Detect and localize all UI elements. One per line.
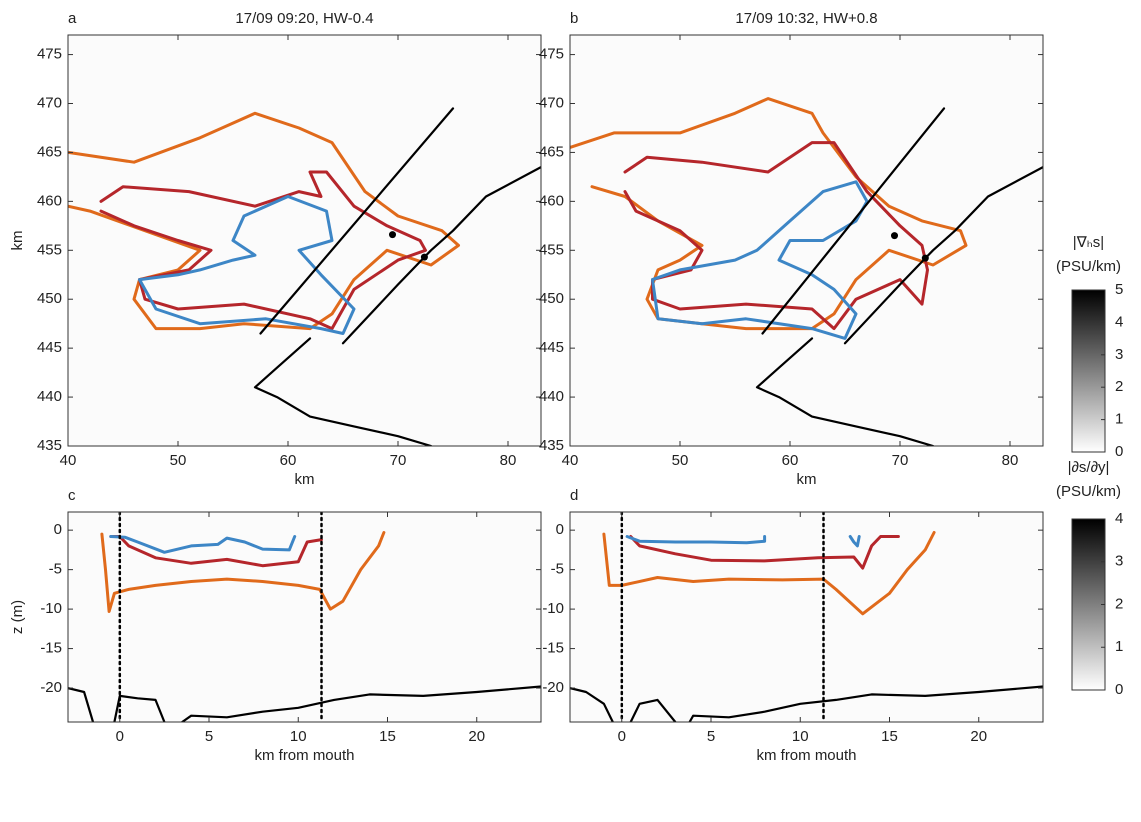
- colorbar-label: |∂s/∂y|: [1068, 459, 1110, 476]
- colorbar-label: (PSU/km): [1056, 258, 1121, 275]
- y-tick-label: 460: [37, 192, 62, 209]
- y-tick-label: 465: [539, 143, 564, 160]
- x-axis-label: km: [295, 471, 315, 488]
- x-tick-label: 15: [379, 728, 396, 745]
- y-tick-label: 445: [539, 339, 564, 356]
- y-tick-label: -5: [551, 561, 564, 578]
- y-tick-label: 450: [539, 290, 564, 307]
- colorbar-label: |∇ₕs|: [1073, 234, 1104, 251]
- x-tick-label: 40: [60, 452, 77, 469]
- x-tick-label: 15: [881, 728, 898, 745]
- x-tick-label: 20: [468, 728, 485, 745]
- y-tick-label: 455: [539, 241, 564, 258]
- x-tick-label: 5: [205, 728, 213, 745]
- marker: [891, 232, 898, 239]
- panel-title: 17/09 09:20, HW-0.4: [235, 10, 373, 27]
- x-tick-label: 10: [290, 728, 307, 745]
- marker: [421, 254, 428, 261]
- colorbar-tick-label: 0: [1115, 443, 1123, 460]
- x-tick-label: 80: [500, 452, 517, 469]
- x-axis-label: km: [797, 471, 817, 488]
- y-tick-label: 455: [37, 241, 62, 258]
- x-tick-label: 80: [1002, 452, 1019, 469]
- x-axis-label: km from mouth: [756, 747, 856, 764]
- colorbar-tick-label: 0: [1115, 681, 1123, 698]
- x-tick-label: 0: [618, 728, 626, 745]
- y-tick-label: 435: [539, 437, 564, 454]
- x-tick-label: 60: [280, 452, 297, 469]
- y-tick-label: -20: [542, 679, 564, 696]
- panel-letter: d: [570, 487, 578, 504]
- plot-area: [570, 512, 1043, 722]
- y-tick-label: 0: [556, 521, 564, 538]
- x-tick-label: 20: [970, 728, 987, 745]
- x-axis-label: km from mouth: [254, 747, 354, 764]
- colorbar-tick-label: 3: [1115, 553, 1123, 570]
- x-tick-label: 70: [390, 452, 407, 469]
- y-tick-label: 460: [539, 192, 564, 209]
- y-tick-label: 440: [539, 388, 564, 405]
- page: 4050607080435440445450455460465470475a17…: [0, 0, 1141, 822]
- y-tick-label: 440: [37, 388, 62, 405]
- y-tick-label: 0: [54, 521, 62, 538]
- y-tick-label: 465: [37, 143, 62, 160]
- x-tick-label: 60: [782, 452, 799, 469]
- x-tick-label: 0: [116, 728, 124, 745]
- y-tick-label: 435: [37, 437, 62, 454]
- colorbar-label: (PSU/km): [1056, 483, 1121, 500]
- colorbar-tick-label: 2: [1115, 378, 1123, 395]
- colorbar-tick-label: 3: [1115, 346, 1123, 363]
- colorbar-tick-label: 4: [1115, 313, 1123, 330]
- x-tick-label: 40: [562, 452, 579, 469]
- colorbar: [1072, 519, 1105, 690]
- y-tick-label: 475: [37, 46, 62, 63]
- y-tick-label: -5: [49, 561, 62, 578]
- colorbar-tick-label: 4: [1115, 510, 1123, 527]
- plot-area: [68, 35, 541, 446]
- y-tick-label: 470: [539, 94, 564, 111]
- y-tick-label: 475: [539, 46, 564, 63]
- y-axis-label: z (m): [9, 600, 26, 634]
- panel-title: 17/09 10:32, HW+0.8: [735, 10, 877, 27]
- y-tick-label: -10: [40, 600, 62, 617]
- x-tick-label: 50: [672, 452, 689, 469]
- y-axis-label: km: [9, 231, 26, 251]
- panel-letter: c: [68, 487, 76, 504]
- x-tick-label: 5: [707, 728, 715, 745]
- colorbar-tick-label: 2: [1115, 595, 1123, 612]
- marker: [922, 255, 929, 262]
- colorbar-tick-label: 1: [1115, 638, 1123, 655]
- colorbar: [1072, 290, 1105, 452]
- panel-letter: b: [570, 10, 578, 27]
- y-tick-label: 470: [37, 94, 62, 111]
- x-tick-label: 50: [170, 452, 187, 469]
- y-tick-label: -15: [40, 640, 62, 657]
- y-tick-label: -20: [40, 679, 62, 696]
- y-tick-label: 445: [37, 339, 62, 356]
- y-tick-label: 450: [37, 290, 62, 307]
- figure: 4050607080435440445450455460465470475a17…: [0, 0, 1141, 822]
- colorbar-tick-label: 1: [1115, 411, 1123, 428]
- x-tick-label: 70: [892, 452, 909, 469]
- panel-letter: a: [68, 10, 77, 27]
- y-tick-label: -15: [542, 640, 564, 657]
- y-tick-label: -10: [542, 600, 564, 617]
- colorbar-tick-label: 5: [1115, 281, 1123, 298]
- marker: [389, 231, 396, 238]
- x-tick-label: 10: [792, 728, 809, 745]
